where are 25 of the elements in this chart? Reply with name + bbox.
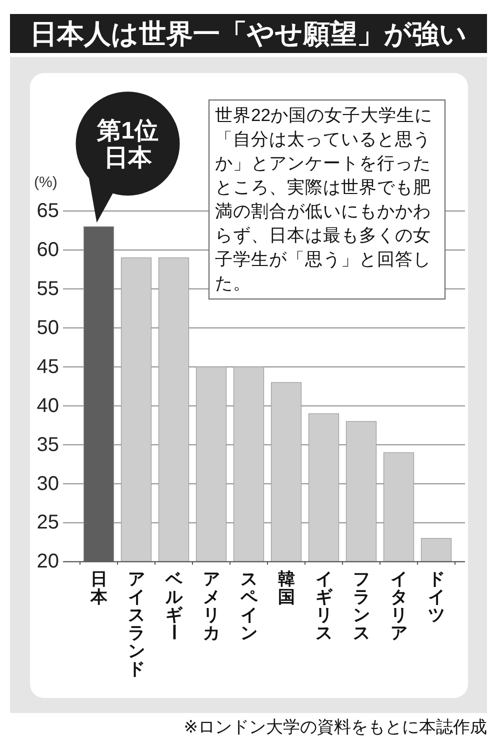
ytick: 55 — [36, 278, 59, 300]
xtick: イタリア — [390, 570, 408, 643]
title: 日本人は世界一「やせ願望」が強い — [30, 19, 467, 49]
ytick: 40 — [36, 394, 59, 417]
xtick: アメリカ — [202, 570, 220, 643]
ytick: 20 — [36, 550, 59, 573]
xtick: アイスランド — [128, 570, 145, 679]
annotation: 第1位日本 — [97, 118, 158, 172]
ytick: 65 — [36, 200, 59, 222]
xtick: 日本 — [90, 570, 108, 607]
xtick: スペイン — [240, 570, 258, 643]
ytick: 60 — [36, 238, 59, 261]
ytick: 35 — [36, 434, 59, 456]
xtick: ドイツ — [428, 570, 445, 625]
ytick: 30 — [36, 472, 59, 495]
xtick: ベルギー — [164, 570, 183, 641]
ytick: 45 — [36, 356, 59, 378]
ytick: 50 — [36, 316, 59, 339]
note-text: 世界22か国の女子大学生に「自分は太っていると思うか」とアンケートを行ったところ、実際は世界でも肥満の割合が低いにもかかわらず、日本は最も多くの女子学生が「思う」と回答した。 — [215, 105, 433, 293]
ytick: 25 — [36, 512, 59, 534]
ylabel: (%) — [34, 174, 58, 191]
xtick: フランス — [352, 570, 370, 643]
xtick: イギリス — [315, 570, 332, 643]
xtick: 韓国 — [278, 570, 295, 607]
source: ※ロンドン大学の資料をもとに本誌作成 — [184, 718, 487, 736]
